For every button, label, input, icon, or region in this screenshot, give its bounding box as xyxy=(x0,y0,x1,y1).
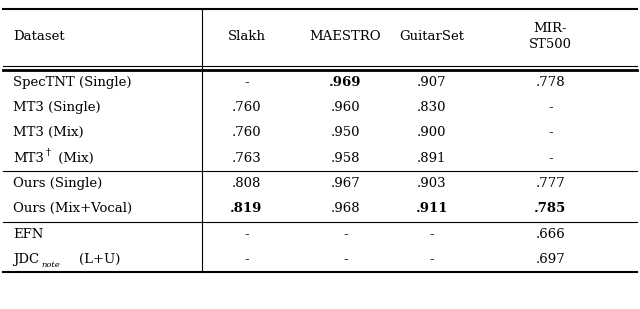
Text: -: - xyxy=(244,253,249,266)
Text: MT3: MT3 xyxy=(13,152,44,165)
Text: -: - xyxy=(548,101,553,114)
Text: .666: .666 xyxy=(536,228,565,241)
Text: .778: .778 xyxy=(536,76,565,89)
Text: -: - xyxy=(244,76,249,89)
Text: .900: .900 xyxy=(417,126,447,139)
Text: MT3 (Mix): MT3 (Mix) xyxy=(13,126,83,139)
Text: -: - xyxy=(429,228,435,241)
Text: JDC: JDC xyxy=(13,253,39,266)
Text: .760: .760 xyxy=(232,126,261,139)
Text: note: note xyxy=(41,260,60,269)
Text: Ours (Single): Ours (Single) xyxy=(13,177,102,190)
Text: .763: .763 xyxy=(232,152,261,165)
Text: .960: .960 xyxy=(331,101,360,114)
Text: Ours (Mix+Vocal): Ours (Mix+Vocal) xyxy=(13,202,132,215)
Text: -: - xyxy=(343,253,348,266)
Text: Slakh: Slakh xyxy=(227,30,266,43)
Text: -: - xyxy=(244,228,249,241)
Text: MIR-
ST500: MIR- ST500 xyxy=(529,22,572,51)
Text: .950: .950 xyxy=(331,126,360,139)
Text: EFN: EFN xyxy=(13,228,43,241)
Text: .777: .777 xyxy=(536,177,565,190)
Text: .830: .830 xyxy=(417,101,447,114)
Text: .911: .911 xyxy=(416,202,448,215)
Text: .760: .760 xyxy=(232,101,261,114)
Text: (Mix): (Mix) xyxy=(54,152,93,165)
Text: -: - xyxy=(429,253,435,266)
Text: .907: .907 xyxy=(417,76,447,89)
Text: .958: .958 xyxy=(331,152,360,165)
Text: -: - xyxy=(343,228,348,241)
Text: MT3 (Single): MT3 (Single) xyxy=(13,101,100,114)
Text: Dataset: Dataset xyxy=(13,30,65,43)
Text: (L+U): (L+U) xyxy=(79,253,120,266)
Text: .808: .808 xyxy=(232,177,261,190)
Text: .968: .968 xyxy=(331,202,360,215)
Text: .969: .969 xyxy=(330,76,362,89)
Text: .967: .967 xyxy=(331,177,360,190)
Text: .819: .819 xyxy=(230,202,262,215)
Text: -: - xyxy=(548,152,553,165)
Text: MAESTRO: MAESTRO xyxy=(310,30,381,43)
Text: SpecTNT (Single): SpecTNT (Single) xyxy=(13,76,131,89)
Text: .891: .891 xyxy=(417,152,447,165)
Text: GuitarSet: GuitarSet xyxy=(399,30,465,43)
Text: .697: .697 xyxy=(536,253,565,266)
Text: †: † xyxy=(46,148,51,157)
Text: -: - xyxy=(548,126,553,139)
Text: .785: .785 xyxy=(534,202,566,215)
Text: .903: .903 xyxy=(417,177,447,190)
